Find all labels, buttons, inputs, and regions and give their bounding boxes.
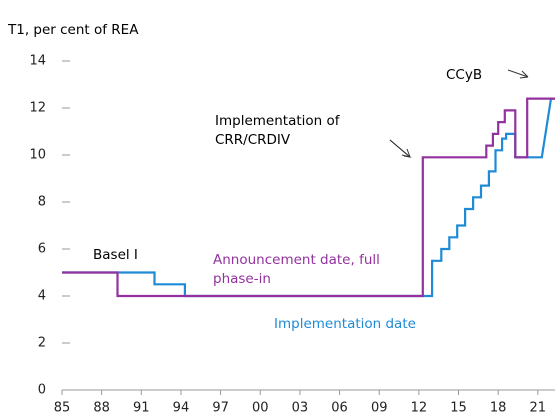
y-tick-label: 10 [29, 148, 46, 163]
x-tick-label: 85 [54, 401, 71, 416]
annotation: Basel I [93, 247, 138, 263]
y-axis-label: T1, per cent of REA [8, 22, 139, 38]
annotation: Implementation of CRR/CRDIV [215, 113, 340, 148]
arrow [507, 69, 529, 79]
x-tick-label: 15 [450, 401, 467, 416]
x-tick-label: 88 [93, 401, 110, 416]
y-tick-label: 4 [38, 289, 46, 304]
y-tick-label: 14 [29, 54, 46, 69]
arrow [389, 139, 411, 158]
y-tick-label: 2 [38, 336, 46, 351]
y-tick-label: 12 [29, 101, 46, 116]
y-tick-label: 0 [38, 383, 46, 398]
y-tick-label: 6 [38, 242, 46, 257]
series-line [62, 97, 555, 298]
y-tick-label: 8 [38, 195, 46, 210]
x-tick-label: 06 [331, 401, 348, 416]
series-label: Announcement date, full phase-in [213, 252, 380, 287]
series-line [62, 97, 555, 298]
x-tick-label: 18 [490, 401, 507, 416]
annotation: CCyB [446, 67, 483, 83]
x-tick-label: 97 [212, 401, 229, 416]
x-tick-label: 94 [173, 401, 190, 416]
x-tick-label: 00 [252, 401, 269, 416]
x-tick-label: 21 [530, 401, 547, 416]
x-tick-label: 09 [371, 401, 388, 416]
x-tick-label: 12 [411, 401, 428, 416]
series-label: Implementation date [274, 316, 416, 332]
x-tick-label: 91 [133, 401, 150, 416]
x-tick-label: 03 [292, 401, 309, 416]
